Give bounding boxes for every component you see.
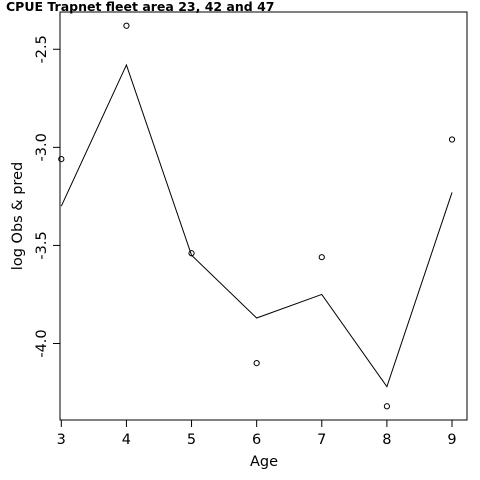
x-tick-label: 4 [122, 432, 131, 448]
predicted-line [60, 63, 453, 388]
x-axis: 3 4 5 6 7 8 9 [57, 419, 457, 448]
y-tick-label: -3.5 [34, 231, 50, 259]
x-tick-label: 3 [57, 432, 66, 448]
y-tick-label: -3.0 [34, 133, 50, 161]
observed-point [123, 22, 130, 29]
observed-point [318, 254, 325, 261]
observed-point [448, 136, 456, 143]
predicted-series [60, 63, 453, 388]
y-tick-label: -2.5 [34, 35, 50, 63]
x-axis-label: Age [250, 454, 278, 470]
x-tick-label: 7 [317, 432, 326, 448]
x-tick-label: 8 [382, 432, 391, 448]
x-tick-label: 9 [447, 432, 456, 448]
observed-point [58, 156, 65, 163]
x-tick-label: 5 [187, 432, 196, 448]
y-axis-label: log Obs & pred [10, 162, 26, 270]
chart-title: CPUE Trapnet fleet area 23, 42 and 47 [6, 0, 274, 14]
observed-point [253, 360, 260, 367]
y-axis: -4.0 -3.5 -3.0 -2.5 [34, 35, 61, 358]
observed-point [383, 403, 391, 410]
observed-series [58, 22, 456, 410]
x-tick-label: 6 [252, 432, 261, 448]
observed-point [188, 250, 195, 257]
y-tick-label: -4.0 [34, 329, 50, 357]
